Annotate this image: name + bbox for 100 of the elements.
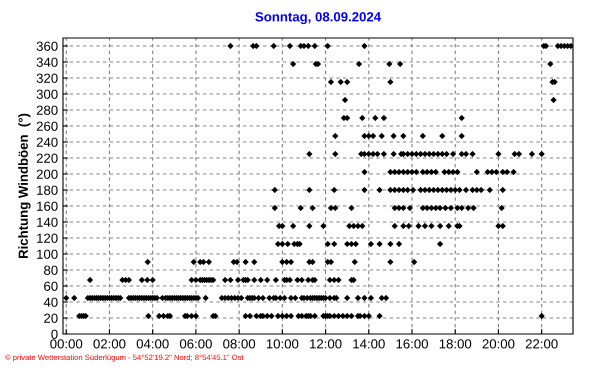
point <box>348 240 355 248</box>
x-tick-label: 22:00 <box>526 339 558 349</box>
point <box>374 150 381 158</box>
point <box>446 222 452 230</box>
point <box>376 240 383 248</box>
point <box>288 258 294 266</box>
point <box>370 132 376 140</box>
point <box>478 186 484 194</box>
point <box>456 186 463 194</box>
point <box>406 222 412 230</box>
point <box>359 114 366 122</box>
point <box>469 150 476 158</box>
x-tick-label: 18:00 <box>440 339 472 349</box>
point <box>422 186 428 194</box>
point <box>420 132 426 140</box>
point <box>528 150 536 158</box>
point <box>415 222 422 230</box>
point <box>361 168 368 176</box>
point <box>448 204 454 212</box>
x-tick-label: 04:00 <box>136 339 169 349</box>
point <box>422 222 428 230</box>
y-axis-title: Richtung Windböen (°) <box>18 114 31 258</box>
point <box>348 204 355 212</box>
point <box>436 222 444 230</box>
point <box>359 222 366 230</box>
point <box>488 168 496 176</box>
x-tick-label: 16:00 <box>396 339 428 349</box>
point <box>495 222 502 230</box>
point <box>538 150 545 158</box>
point <box>342 96 348 104</box>
point <box>436 240 444 248</box>
point <box>470 204 477 212</box>
point <box>324 240 331 248</box>
y-tick-label: 140 <box>37 218 58 227</box>
point <box>332 204 338 212</box>
point <box>272 186 278 194</box>
point <box>306 150 312 158</box>
point <box>331 186 338 194</box>
point <box>434 150 442 158</box>
point <box>474 168 480 176</box>
y-tick-label: 20 <box>44 314 58 323</box>
point <box>286 42 294 50</box>
y-tick-label: 360 <box>36 42 58 51</box>
point <box>290 222 296 230</box>
point <box>396 204 402 212</box>
x-tick-label: 14:00 <box>353 339 385 349</box>
point <box>328 78 334 86</box>
point <box>400 204 406 212</box>
point <box>390 150 397 158</box>
point <box>547 60 554 68</box>
point <box>145 312 152 320</box>
point <box>500 222 506 230</box>
y-tick-label: 40 <box>44 298 58 307</box>
point <box>408 168 416 176</box>
point <box>410 186 416 194</box>
point <box>422 150 428 158</box>
y-tick-label: 120 <box>37 234 58 243</box>
point <box>294 276 301 284</box>
point <box>251 276 258 284</box>
point <box>380 114 388 122</box>
point <box>493 168 500 176</box>
point <box>486 186 493 194</box>
point <box>376 312 383 320</box>
point <box>272 276 279 284</box>
point <box>397 60 404 68</box>
point <box>538 312 545 320</box>
point <box>361 312 368 320</box>
point <box>387 240 394 248</box>
point <box>246 312 254 320</box>
point <box>386 60 392 68</box>
point <box>335 312 342 320</box>
point <box>324 42 331 50</box>
point <box>408 150 416 158</box>
point <box>279 240 286 248</box>
point <box>272 204 278 212</box>
point <box>144 276 150 284</box>
y-tick-label: 300 <box>36 90 58 99</box>
point <box>458 114 465 122</box>
y-tick-label: 200 <box>36 170 58 179</box>
point <box>510 168 517 176</box>
point <box>234 276 242 284</box>
y-tick-label: 80 <box>44 266 58 275</box>
point <box>361 42 368 50</box>
point <box>404 186 411 194</box>
chart-title: Sonntag, 08.09.2024 <box>255 12 382 24</box>
x-tick-label: 08:00 <box>223 339 256 349</box>
point <box>222 276 228 284</box>
point <box>396 168 402 176</box>
x-tick-label: 00:00 <box>50 339 82 349</box>
point <box>378 132 385 140</box>
point <box>312 312 318 320</box>
x-tick-label: 06:00 <box>180 339 212 349</box>
point <box>190 258 197 266</box>
point <box>442 204 449 212</box>
point <box>458 132 465 140</box>
point <box>361 186 368 194</box>
x-tick-label: 10:00 <box>266 339 298 349</box>
y-tick-label: 240 <box>36 138 58 147</box>
point <box>390 132 397 140</box>
point <box>469 186 476 194</box>
